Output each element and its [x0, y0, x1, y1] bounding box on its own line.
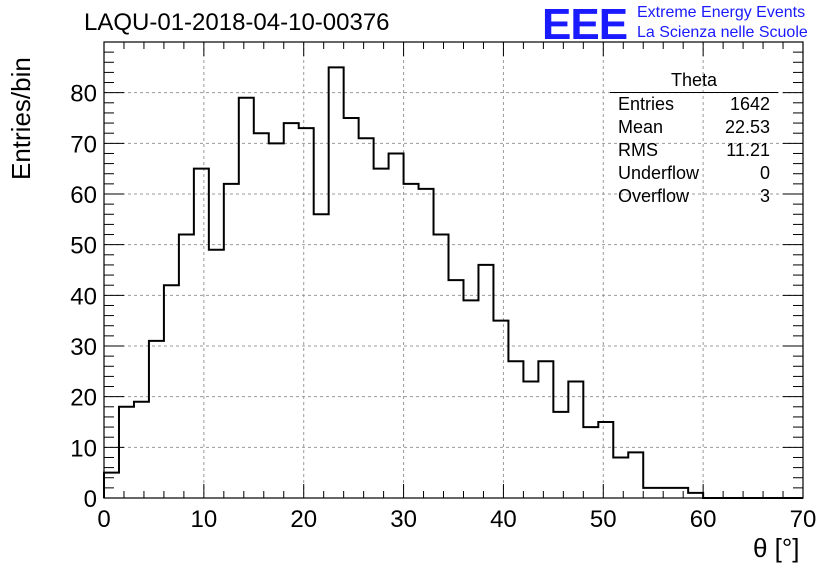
stats-value: 1642: [729, 94, 770, 114]
x-tick-label: 40: [490, 506, 517, 533]
plot-frame: [103, 41, 804, 499]
logo-line-1: Extreme Energy Events: [637, 4, 806, 21]
x-tick-label: 0: [97, 506, 110, 533]
stats-value: 3: [759, 186, 770, 206]
y-tick-label: 70: [70, 131, 97, 158]
y-tick-label: 30: [70, 334, 97, 361]
eee-logo-mark: EEE: [542, 0, 628, 49]
stats-box: Theta Entries 1642 Mean 22.53 RMS 11.21 …: [610, 70, 778, 208]
stats-label: Underflow: [618, 163, 700, 183]
stats-value: 22.53: [724, 117, 770, 137]
y-tick-label: 60: [70, 182, 97, 209]
x-axis-label: θ [°]: [753, 533, 800, 563]
y-axis-label: Entries/bin: [6, 57, 36, 180]
stats-row-overflow: Overflow 3: [610, 185, 778, 208]
stats-row-entries: Entries 1642: [610, 93, 778, 116]
stats-label: Entries: [618, 94, 675, 114]
y-tick-label: 0: [84, 486, 97, 513]
stats-label: RMS: [618, 140, 658, 160]
y-tick-label: 10: [70, 435, 97, 462]
x-tick-label: 20: [290, 506, 317, 533]
y-tick-label: 40: [70, 283, 97, 310]
stats-row-rms: RMS 11.21: [610, 139, 778, 162]
x-tick-label: 50: [590, 506, 617, 533]
stats-divider: [610, 92, 778, 93]
x-tick-label: 70: [790, 506, 817, 533]
y-tick-label: 20: [70, 385, 97, 412]
stats-row-mean: Mean 22.53: [610, 116, 778, 139]
histogram-series: [103, 66, 803, 499]
x-tick-label: 30: [390, 506, 417, 533]
x-tick-label: 10: [191, 506, 218, 533]
y-axis-label-wrap: Entries/bin: [4, 57, 44, 190]
stats-label: Overflow: [618, 186, 690, 206]
stats-label: Mean: [618, 117, 664, 137]
y-tick-label: 50: [70, 233, 97, 260]
stats-value: 0: [759, 163, 770, 183]
stats-row-underflow: Underflow 0: [610, 162, 778, 185]
stats-title: Theta: [670, 70, 718, 90]
chart-title: LAQU-01-2018-04-10-00376: [84, 9, 390, 36]
stats-value: 11.21: [726, 140, 770, 160]
x-tick-label: 60: [690, 506, 717, 533]
logo-line-2: La Scienza nelle Scuole: [637, 24, 808, 41]
y-tick-label: 80: [70, 81, 97, 108]
